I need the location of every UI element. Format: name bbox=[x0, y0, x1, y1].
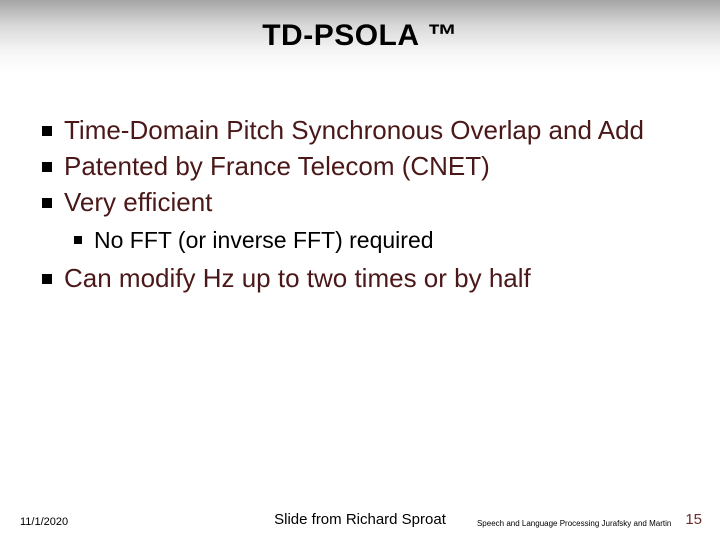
footer-page-number: 15 bbox=[685, 511, 702, 528]
bullet-text: Very efficient bbox=[64, 187, 212, 217]
slide-title: TD-PSOLA ™ bbox=[262, 19, 458, 53]
sub-bullet-item: No FFT (or inverse FFT) required bbox=[64, 225, 690, 256]
sub-bullet-list: No FFT (or inverse FFT) required bbox=[64, 225, 690, 256]
bullet-list: Time-Domain Pitch Synchronous Overlap an… bbox=[30, 114, 690, 296]
bullet-item: Time-Domain Pitch Synchronous Overlap an… bbox=[30, 114, 690, 148]
bullet-item: Can modify Hz up to two times or by half bbox=[30, 262, 690, 296]
header-band: TD-PSOLA ™ bbox=[0, 0, 720, 72]
footer-right: Speech and Language Processing Jurafsky … bbox=[477, 511, 702, 528]
slide-content: Time-Domain Pitch Synchronous Overlap an… bbox=[0, 72, 720, 296]
footer: 11/1/2020 Slide from Richard Sproat Spee… bbox=[0, 511, 720, 528]
footer-date: 11/1/2020 bbox=[20, 516, 68, 528]
bullet-item: Patented by France Telecom (CNET) bbox=[30, 150, 690, 184]
bullet-item: Very efficient No FFT (or inverse FFT) r… bbox=[30, 186, 690, 257]
footer-credit: Slide from Richard Sproat bbox=[274, 511, 446, 528]
footer-book: Speech and Language Processing Jurafsky … bbox=[477, 519, 671, 528]
